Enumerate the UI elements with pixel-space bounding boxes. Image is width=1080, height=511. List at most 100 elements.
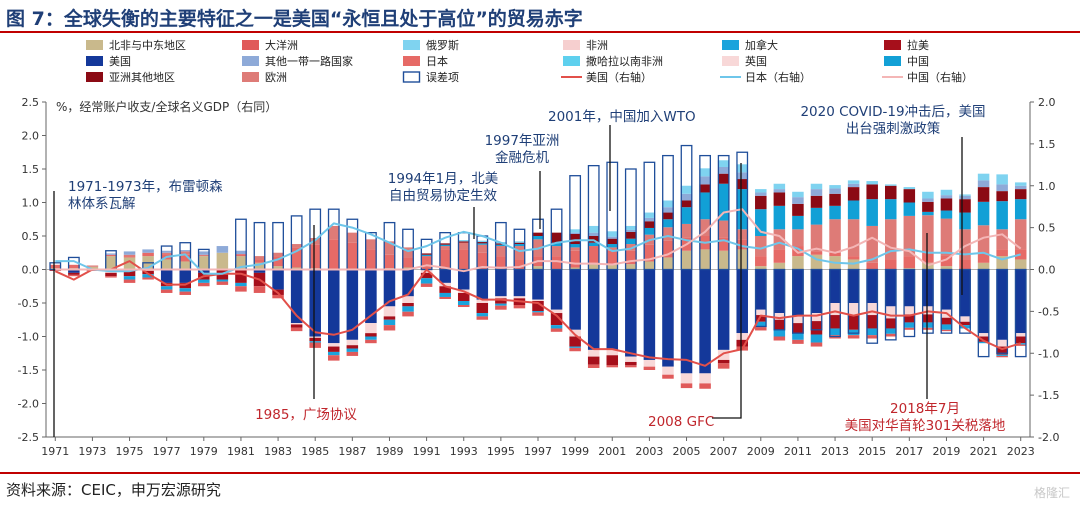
bar-segment [142, 252, 154, 257]
bar-segment [383, 241, 396, 255]
bar-segment [1014, 259, 1027, 270]
bar-segment [736, 339, 748, 347]
bar-segment [569, 250, 581, 268]
bar-segment [755, 315, 767, 322]
bar-segment [922, 322, 934, 328]
bar-segment [755, 269, 767, 310]
bar-segment [476, 303, 489, 314]
bar-segment [383, 319, 396, 326]
annotation-line: 出台强刺激政策 [846, 120, 941, 137]
residual-box [754, 268, 767, 328]
bar-segment [977, 173, 990, 181]
right-tick-label: 0.5 [1038, 222, 1056, 235]
bar-segment [495, 244, 507, 247]
bar-segment [160, 250, 173, 253]
bar-segment [810, 251, 823, 255]
legend-swatch [86, 72, 103, 82]
bar-segment [903, 189, 916, 203]
bar-segment [959, 195, 971, 200]
bar-segment [829, 205, 841, 220]
bar-segment [977, 269, 990, 334]
bar-segment [773, 329, 786, 337]
bar-segment [922, 211, 934, 216]
legend-label: 美国（右轴） [586, 70, 652, 84]
bar-segment [365, 249, 377, 270]
bar-segment [866, 328, 878, 336]
bar-segment [884, 219, 897, 260]
x-tick-label: 2009 [747, 445, 775, 458]
bar-segment [755, 309, 767, 316]
bar-segment [792, 323, 804, 334]
watermark: 格隆汇 [1033, 486, 1070, 500]
annotation-line: 1994年1月，北美 [388, 171, 498, 187]
bar-segment [755, 189, 767, 193]
bar-segment [810, 313, 823, 322]
bar-segment [142, 274, 154, 278]
bar-segment [662, 207, 674, 213]
residual-box [773, 268, 786, 331]
bar-segment [773, 262, 786, 270]
bar-segment [680, 269, 693, 374]
legend-label: 拉美 [907, 38, 929, 52]
right-tick-label: 1.5 [1038, 138, 1056, 151]
left-tick-label: -1.5 [18, 364, 39, 377]
bar-segment [123, 279, 136, 283]
x-tick-label: 1987 [338, 445, 366, 458]
bar-segment [755, 192, 767, 196]
bar-segment [866, 303, 878, 316]
bar-segment [736, 249, 748, 270]
bar-segment [996, 201, 1008, 230]
bar-segment [625, 365, 637, 368]
bar-segment [402, 303, 414, 307]
annotation-line: 1971-1973年，布雷顿森 [68, 179, 223, 195]
residual-box [699, 154, 711, 271]
bar-segment [959, 321, 971, 326]
bar-segment [587, 246, 600, 263]
bar-segment [847, 335, 860, 339]
bar-segment [606, 247, 619, 251]
residual-boxes [49, 144, 1027, 358]
bar-segment [755, 195, 767, 210]
bar-segment [105, 272, 117, 277]
bar-segment [903, 269, 916, 307]
x-tick-label: 2019 [932, 445, 960, 458]
source-rule [0, 472, 1080, 474]
bar-segment [235, 254, 247, 257]
legend-swatch [86, 40, 103, 50]
bar-segment [476, 242, 489, 244]
bar-segment [959, 229, 971, 260]
bar-segment [866, 335, 878, 339]
bar-segment [717, 166, 730, 174]
bar-segment [717, 363, 730, 369]
bar-segment [513, 246, 526, 260]
bar-segment [272, 266, 284, 270]
bar-segment [643, 244, 656, 262]
annotation-1985: 1985，广场协议 [255, 407, 357, 423]
legend-label: 俄罗斯 [426, 39, 459, 52]
bar-segment [625, 356, 637, 362]
bar-segment [810, 321, 823, 335]
bar-segment [365, 339, 377, 344]
bar-segment [439, 244, 451, 247]
title-rule [0, 31, 1080, 33]
bar-segment [922, 198, 934, 202]
bar-segment [457, 240, 470, 242]
bar-segment [940, 317, 953, 325]
annotation-line: 1985，广场协议 [255, 407, 357, 423]
legend-label: 日本（右轴） [745, 70, 811, 84]
bar-segment [680, 185, 693, 194]
bar-segment [717, 349, 730, 360]
left-tick-label: 2.5 [22, 96, 40, 109]
bar-segment [235, 269, 247, 283]
bar-segment [773, 192, 786, 206]
bar-segment [996, 191, 1008, 202]
legend-label: 中国（右轴） [907, 70, 973, 84]
bar-segment [662, 374, 674, 379]
bar-segment [550, 309, 563, 314]
series-line [55, 222, 1021, 275]
bar-segment [792, 316, 804, 324]
right-tick-label: 0.0 [1038, 264, 1056, 277]
bar-segment [847, 183, 860, 188]
bar-segment [328, 355, 340, 361]
bar-segment [569, 267, 581, 270]
